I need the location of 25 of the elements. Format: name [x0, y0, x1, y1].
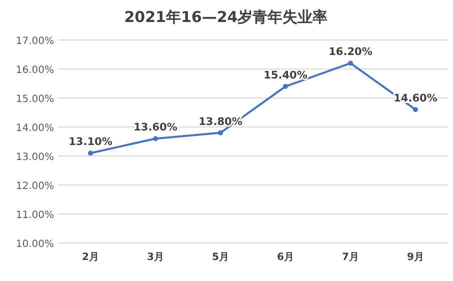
x-tick-label: 2月	[82, 252, 99, 263]
data-label: 15.40%	[264, 69, 308, 82]
chart-title: 2021年16—24岁青年失业率	[124, 8, 328, 26]
x-tick-label: 5月	[212, 252, 229, 263]
x-tick-label: 6月	[277, 252, 294, 263]
data-label: 16.20%	[328, 46, 373, 58]
point	[348, 60, 353, 66]
x-tick-label: 9月	[407, 252, 424, 263]
y-tick-label: 13.00%	[16, 152, 54, 163]
y-tick-label: 17.00%	[16, 36, 54, 47]
y-tick-label: 11.00%	[16, 210, 54, 221]
point	[218, 130, 223, 136]
x-tick-label: 3月	[147, 252, 164, 263]
y-tick-label: 16.00%	[16, 65, 54, 76]
data-label: 13.60%	[134, 122, 178, 134]
y-tick-label: 14.00%	[16, 123, 54, 134]
point	[283, 84, 288, 89]
point	[153, 136, 158, 142]
data-label: 13.10%	[68, 136, 113, 148]
x-tick-label: 7月	[342, 252, 359, 263]
y-tick-label: 10.00%	[16, 239, 54, 250]
y-tick-label: 15.00%	[16, 94, 54, 105]
point	[413, 107, 418, 112]
y-tick-label: 12.00%	[16, 181, 54, 192]
point	[88, 150, 93, 156]
